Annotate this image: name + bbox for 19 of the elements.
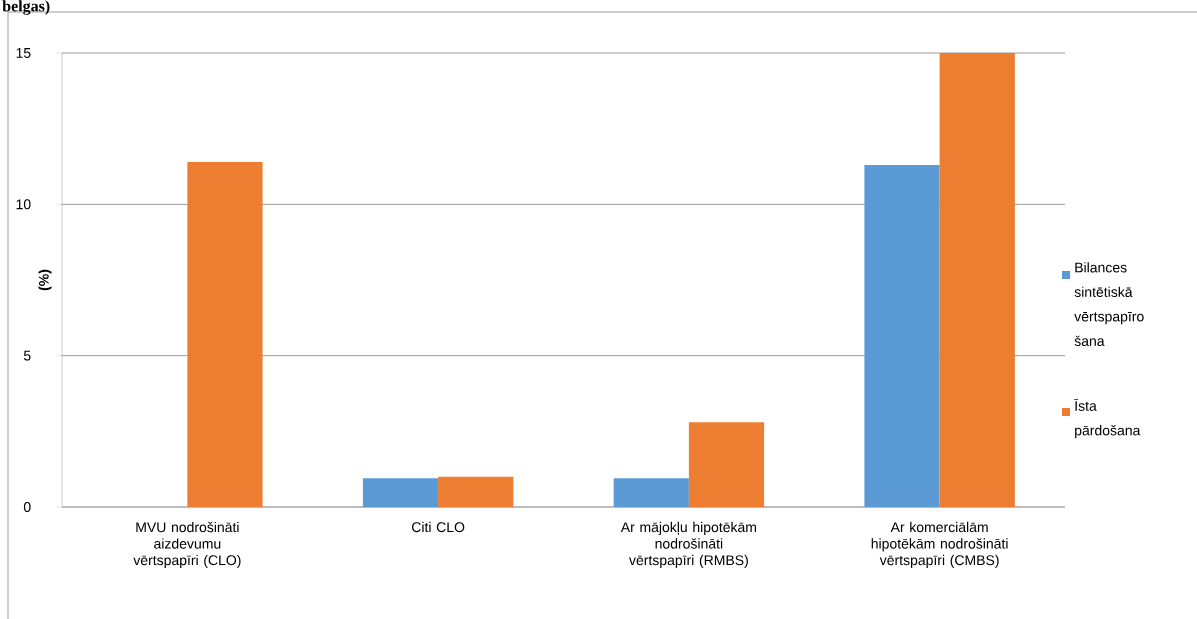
bar xyxy=(939,53,1015,507)
bar xyxy=(187,161,263,507)
legend-label: Bilances sintētiskā vērtspapīro šana xyxy=(1074,262,1144,346)
x-tick-label: Ar mājokļu hipotēkām nodrošināti vērtspapīri (RMBS) xyxy=(620,521,757,568)
bar xyxy=(613,478,689,507)
x-tick-label: Ar komerciālām hipotēkām nodrošināti vērtspapīri (CMBS) xyxy=(871,521,1008,568)
y-axis-title: (%) xyxy=(38,269,52,291)
bar xyxy=(438,476,514,507)
chart-title: belgas) xyxy=(2,0,50,15)
bar xyxy=(688,422,765,507)
y-tick-label: 0 xyxy=(23,502,31,512)
bar xyxy=(864,164,940,507)
y-tick-label: 5 xyxy=(23,350,31,361)
bar xyxy=(362,478,439,507)
y-tick-label: 10 xyxy=(16,199,31,210)
x-tick-label: MVU nodrošināti aizdevumu vērtspapīri (CLO) xyxy=(133,521,241,568)
legend-label: Īsta pārdošana xyxy=(1074,399,1141,439)
y-tick-label: 15 xyxy=(16,48,31,58)
x-tick-label: Citi CLO xyxy=(412,521,465,533)
